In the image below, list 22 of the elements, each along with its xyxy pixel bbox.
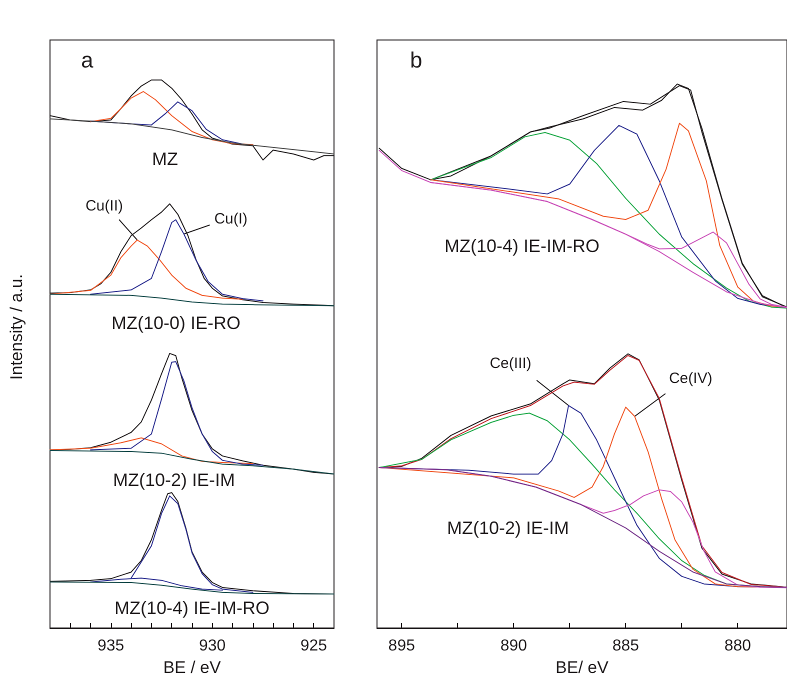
annotation: MZ(10-0) IE-RO: [111, 313, 241, 333]
x-tick-label: 890: [500, 638, 528, 654]
x-axis-title: BE / eV: [163, 658, 222, 677]
x-tick-label: 880: [724, 638, 752, 654]
x-tick-label: 885: [612, 638, 640, 654]
annotation: MZ: [152, 149, 178, 169]
x-tick-label: 895: [388, 638, 416, 654]
annotation: Ce(IV): [668, 370, 712, 387]
annotation: MZ(10-2) IE-IM: [112, 470, 236, 490]
chart-title: b: [410, 48, 422, 72]
x-tick-label: 930: [198, 638, 226, 654]
annotation: MZ(10-4) IE-IM-RO: [444, 236, 600, 256]
annotation: Cu(II): [85, 198, 123, 215]
y-axis-title: Intensity / a.u.: [7, 274, 26, 380]
x-tick-label: 935: [98, 638, 124, 654]
x-axis-title: BE/ eV: [556, 658, 610, 677]
chart-title: a: [81, 48, 94, 72]
x-tick-label: 925: [300, 638, 328, 654]
annotation: MZ(10-4) IE-IM-RO: [114, 598, 270, 618]
annotation: Ce(III): [490, 355, 532, 372]
annotation: Cu(I): [214, 210, 248, 228]
annotation: MZ(10-2) IE-IM: [446, 518, 570, 538]
